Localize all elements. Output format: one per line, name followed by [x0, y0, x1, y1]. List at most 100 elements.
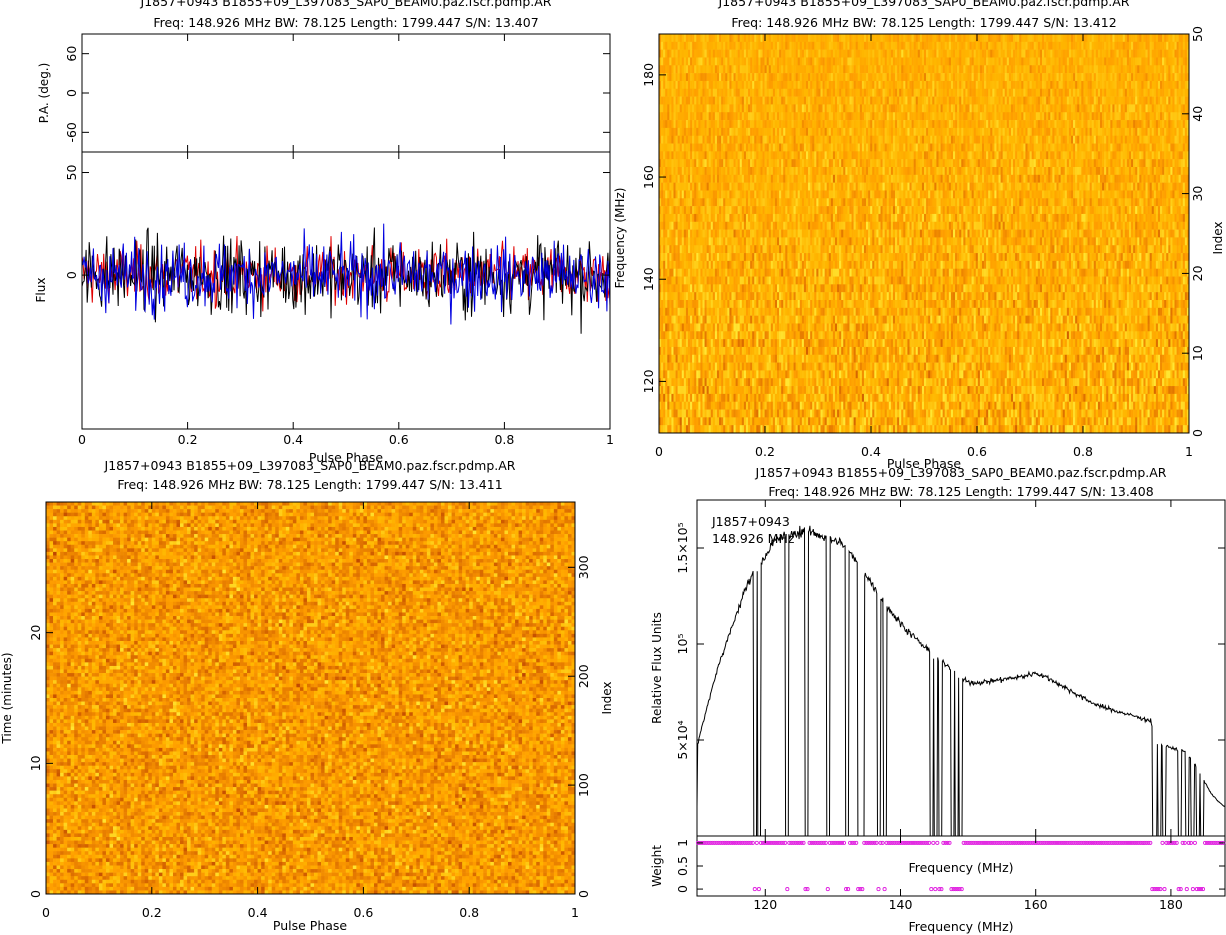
- freq-phase-cell: [1148, 136, 1150, 144]
- freq-phase-cell: [1148, 97, 1150, 105]
- freq-phase-cell: [951, 81, 953, 89]
- freq-phase-cell: [849, 50, 851, 58]
- freq-phase-cell: [744, 34, 746, 42]
- freq-phase-cell: [694, 57, 696, 65]
- freq-phase-cell: [918, 151, 920, 159]
- freq-phase-cell: [744, 112, 746, 120]
- freq-phase-cell: [711, 81, 713, 89]
- freq-phase-cell: [903, 104, 905, 112]
- freq-phase-cell: [1048, 73, 1050, 81]
- freq-phase-cell: [965, 65, 967, 73]
- freq-phase-cell: [1090, 73, 1092, 81]
- freq-phase-cell: [1117, 65, 1119, 73]
- freq-phase-cell: [1117, 50, 1119, 58]
- freq-phase-cell: [1090, 34, 1092, 42]
- freq-phase-cell: [912, 128, 914, 136]
- freq-phase-cell: [883, 104, 885, 112]
- freq-phase-cell: [725, 151, 727, 159]
- freq-phase-cell: [707, 104, 709, 112]
- freq-phase-cell: [1046, 73, 1048, 81]
- freq-phase-cell: [1069, 104, 1071, 112]
- freq-phase-cell: [823, 73, 825, 81]
- freq-phase-cell: [686, 120, 688, 128]
- freq-phase-cell: [688, 89, 690, 97]
- freq-phase-cell: [930, 104, 932, 112]
- freq-phase-cell: [758, 167, 760, 175]
- freq-phase-cell: [996, 151, 998, 159]
- freq-phase-cell: [812, 65, 814, 73]
- freq-phase-cell: [1156, 136, 1158, 144]
- freq-phase-cell: [1083, 73, 1085, 81]
- freq-phase-cell: [713, 57, 715, 65]
- freq-phase-cell: [734, 144, 736, 152]
- freq-phase-cell: [1131, 81, 1133, 89]
- freq-phase-cell: [1162, 151, 1164, 159]
- freq-phase-cell: [771, 136, 773, 144]
- freq-phase-cell: [889, 128, 891, 136]
- freq-phase-cell: [1057, 151, 1059, 159]
- freq-phase-cell: [1085, 42, 1087, 50]
- freq-phase-cell: [854, 97, 856, 105]
- freq-phase-cell: [1054, 144, 1056, 152]
- freq-phase-cell: [787, 112, 789, 120]
- freq-phase-cell: [690, 128, 692, 136]
- freq-phase-cell: [1172, 50, 1174, 58]
- freq-phase-cell: [1096, 81, 1098, 89]
- freq-phase-cell: [961, 167, 963, 175]
- freq-phase-cell: [777, 104, 779, 112]
- freq-phase-cell: [1154, 34, 1156, 42]
- freq-phase-cell: [916, 104, 918, 112]
- freq-phase-cell: [976, 144, 978, 152]
- freq-phase-cell: [1154, 120, 1156, 128]
- freq-phase-cell: [1034, 175, 1036, 183]
- freq-phase-cell: [1123, 65, 1125, 73]
- freq-phase-cell: [763, 73, 765, 81]
- freq-phase-cell: [1092, 136, 1094, 144]
- freq-phase-cell: [1079, 151, 1081, 159]
- freq-phase-cell: [847, 175, 849, 183]
- freq-phase-cell: [1150, 42, 1152, 50]
- freq-phase-cell: [901, 65, 903, 73]
- freq-phase-cell: [740, 89, 742, 97]
- freq-phase-cell: [1081, 159, 1083, 167]
- freq-phase-cell: [1065, 34, 1067, 42]
- freq-phase-cell: [887, 144, 889, 152]
- freq-phase-cell: [1071, 65, 1073, 73]
- freq-phase-cell: [984, 50, 986, 58]
- freq-phase-cell: [872, 97, 874, 105]
- freq-phase-cell: [694, 73, 696, 81]
- freq-phase-cell: [932, 159, 934, 167]
- freq-phase-cell: [912, 104, 914, 112]
- freq-phase-cell: [781, 159, 783, 167]
- freq-phase-cell: [671, 136, 673, 144]
- freq-phase-cell: [982, 89, 984, 97]
- freq-phase-cell: [787, 175, 789, 183]
- freq-phase-cell: [1088, 65, 1090, 73]
- freq-phase-cell: [785, 34, 787, 42]
- freq-phase-cell: [1059, 57, 1061, 65]
- freq-phase-cell: [1133, 81, 1135, 89]
- freq-phase-cell: [1121, 57, 1123, 65]
- freq-phase-cell: [967, 175, 969, 183]
- freq-phase-cell: [1100, 57, 1102, 65]
- freq-phase-cell: [845, 112, 847, 120]
- freq-phase-cell: [1057, 89, 1059, 97]
- freq-phase-cell: [700, 50, 702, 58]
- freq-phase-cell: [1011, 144, 1013, 152]
- freq-phase-cell: [1036, 128, 1038, 136]
- freq-phase-cell: [965, 159, 967, 167]
- freq-phase-cell: [789, 81, 791, 89]
- freq-phase-cell: [760, 104, 762, 112]
- freq-phase-cell: [897, 128, 899, 136]
- freq-phase-cell: [1112, 167, 1114, 175]
- freq-phase-cell: [765, 81, 767, 89]
- freq-phase-cell: [996, 97, 998, 105]
- freq-phase-cell: [680, 104, 682, 112]
- freq-phase-cell: [843, 112, 845, 120]
- freq-phase-cell: [669, 104, 671, 112]
- freq-phase-cell: [1156, 128, 1158, 136]
- freq-phase-cell: [837, 104, 839, 112]
- freq-phase-cell: [1141, 136, 1143, 144]
- freq-phase-cell: [970, 128, 972, 136]
- freq-phase-cell: [938, 81, 940, 89]
